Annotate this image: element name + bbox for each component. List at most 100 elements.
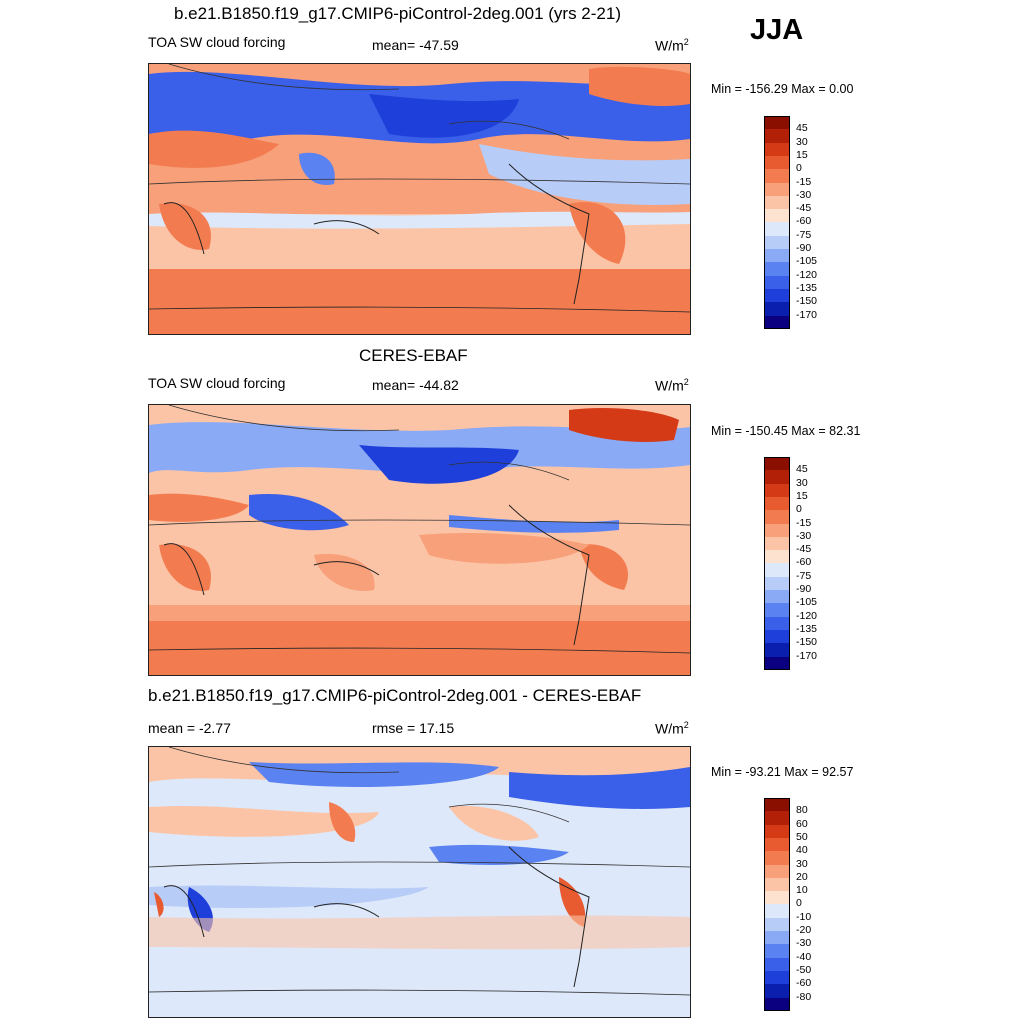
panel-3-title: b.e21.B1850.f19_g17.CMIP6-piControl-2deg… — [148, 686, 642, 705]
colorbar-tick-label: 45 — [796, 122, 808, 135]
panel-3-units: W/m2 — [655, 720, 689, 737]
panel-1-map — [148, 63, 691, 335]
colorbar-swatch — [764, 864, 790, 879]
colorbar-tick-label: 0 — [796, 162, 802, 175]
colorbar-swatch — [764, 891, 790, 905]
colorbar-tick-label: -60 — [796, 556, 812, 569]
colorbar-tick-label: -45 — [796, 543, 812, 556]
colorbar-tick-label: -135 — [796, 622, 818, 635]
panel-2-map — [148, 404, 691, 676]
colorbar-swatch — [764, 483, 790, 498]
colorbar-swatch — [764, 496, 790, 511]
panel-2-minmax: Min = -150.45 Max = 82.31 — [711, 424, 861, 438]
panel-1-units: W/m2 — [655, 37, 689, 54]
colorbar-swatch — [764, 470, 790, 485]
colorbar-tick-label: -60 — [796, 215, 812, 228]
panel-3-map — [148, 746, 691, 1018]
panel-2-mean-label: mean= -44.82 — [372, 377, 459, 393]
colorbar-tick-label: -170 — [796, 308, 818, 321]
panel-3-minmax: Min = -93.21 Max = 92.57 — [711, 765, 854, 779]
colorbar-tick-label: -30 — [796, 188, 812, 201]
colorbar-tick-label: 30 — [796, 135, 808, 148]
panel-1-minmax: Min = -156.29 Max = 0.00 — [711, 82, 854, 96]
colorbar-swatch — [764, 656, 790, 671]
colorbar-swatch — [764, 302, 790, 316]
colorbar-swatch — [764, 997, 790, 1012]
colorbar-tick-label: -135 — [796, 281, 818, 294]
colorbar-tick-label: -15 — [796, 516, 812, 529]
colorbar-swatch — [764, 155, 790, 170]
colorbar-tick-label: 0 — [796, 897, 802, 910]
colorbar-tick-label: -90 — [796, 583, 812, 595]
colorbar-swatch — [764, 824, 790, 839]
colorbar-tick-label: -170 — [796, 649, 818, 662]
panel-1-variable-label: TOA SW cloud forcing — [148, 34, 286, 50]
colorbar-tick-label: -60 — [796, 977, 812, 990]
colorbar-swatch — [764, 590, 790, 604]
colorbar-tick-label: -15 — [796, 175, 812, 188]
colorbar-swatch — [764, 576, 790, 591]
colorbar-tick-label: -120 — [796, 268, 818, 281]
colorbar-tick-label: 20 — [796, 870, 808, 883]
colorbar-swatch — [764, 536, 790, 551]
colorbar-swatch — [764, 629, 790, 644]
colorbar-swatch — [764, 837, 790, 852]
colorbar-tick-label: -30 — [796, 937, 812, 950]
colorbar-tick-label: -75 — [796, 569, 812, 582]
colorbar-tick-label: -105 — [796, 596, 818, 609]
colorbar-swatch — [764, 222, 790, 237]
season-label: JJA — [750, 14, 804, 46]
colorbar-swatch — [764, 523, 790, 538]
colorbar-swatch — [764, 275, 790, 290]
colorbar-swatch — [764, 811, 790, 826]
colorbar-tick-label: -120 — [796, 609, 818, 622]
colorbar-tick-label: -50 — [796, 963, 812, 976]
colorbar-tick-label: -40 — [796, 950, 812, 963]
colorbar-tick-label: -10 — [796, 910, 812, 923]
colorbar-swatch — [764, 904, 790, 919]
colorbar-tick-label: -105 — [796, 255, 818, 268]
colorbar-tick-label: -150 — [796, 295, 818, 308]
colorbar-swatch — [764, 957, 790, 972]
colorbar-tick-label: 80 — [796, 804, 808, 817]
colorbar-swatch — [764, 457, 790, 471]
colorbar-swatch — [764, 970, 790, 985]
colorbar-tick-label: -150 — [796, 636, 818, 649]
colorbar-swatch — [764, 510, 790, 524]
colorbar-tick-label: 45 — [796, 463, 808, 476]
colorbar-tick-label: -45 — [796, 202, 812, 215]
colorbar-swatch — [764, 209, 790, 223]
colorbar-swatch — [764, 288, 790, 303]
colorbar-tick-label: -90 — [796, 242, 812, 254]
colorbar-tick-label: -30 — [796, 529, 812, 542]
colorbar-tick-label: 40 — [796, 844, 808, 857]
colorbar-swatch — [764, 616, 790, 631]
colorbar-swatch — [764, 195, 790, 210]
panel-1-title: b.e21.B1850.f19_g17.CMIP6-piControl-2deg… — [174, 4, 621, 23]
colorbar-swatch — [764, 142, 790, 157]
colorbar-tick-label: 10 — [796, 884, 808, 897]
colorbar-swatch — [764, 877, 790, 892]
colorbar-swatch — [764, 931, 790, 945]
panel-3-mean-label: mean = -2.77 — [148, 720, 231, 736]
colorbar-swatch — [764, 984, 790, 998]
panel-1-mean-label: mean= -47.59 — [372, 37, 459, 53]
colorbar-tick-label: 30 — [796, 476, 808, 489]
colorbar-swatch — [764, 944, 790, 959]
colorbar-tick-label: -80 — [796, 990, 812, 1003]
colorbar-swatch — [764, 851, 790, 865]
colorbar-tick-label: -20 — [796, 924, 812, 936]
panel-3-rmse-label: rmse = 17.15 — [372, 720, 455, 736]
colorbar-swatch — [764, 798, 790, 812]
colorbar-tick-label: 50 — [796, 830, 808, 843]
colorbar-swatch — [764, 917, 790, 932]
colorbar-swatch — [764, 235, 790, 250]
colorbar-swatch — [764, 116, 790, 130]
colorbar-tick-label: -75 — [796, 228, 812, 241]
colorbar-swatch — [764, 182, 790, 197]
colorbar-swatch — [764, 129, 790, 144]
colorbar-tick-label: 30 — [796, 857, 808, 870]
colorbar-swatch — [764, 643, 790, 657]
colorbar-swatch — [764, 550, 790, 564]
panel-2-variable-label: TOA SW cloud forcing — [148, 375, 286, 391]
